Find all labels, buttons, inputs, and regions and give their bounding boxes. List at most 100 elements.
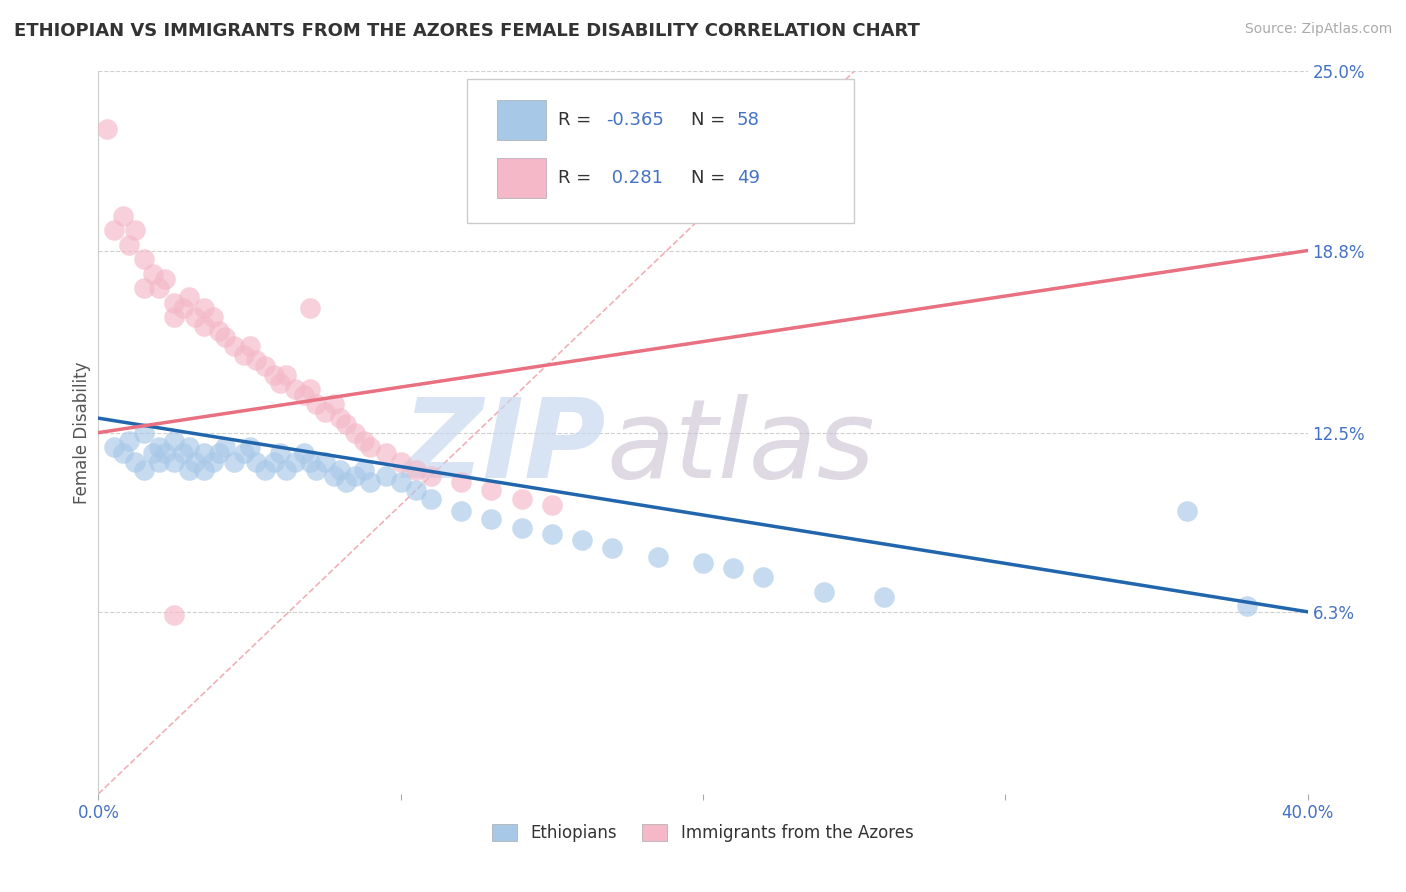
Point [214,440,236,454]
Point [179,463,201,477]
Point [132,281,155,295]
Point [420,469,443,483]
Point [148,440,170,454]
Point [344,469,367,483]
Point [353,434,375,449]
Point [305,463,328,477]
Point [420,492,443,507]
Point [274,463,297,477]
Point [374,469,396,483]
Point [245,353,267,368]
Point [284,454,307,468]
Point [752,570,775,584]
Point [193,301,215,316]
Point [202,454,225,468]
Point [148,281,170,295]
Point [193,463,215,477]
Point [360,475,382,489]
Point [481,512,503,526]
Legend: Ethiopians, Immigrants from the Azores: Ethiopians, Immigrants from the Azores [484,816,922,851]
Point [253,463,276,477]
Text: ETHIOPIAN VS IMMIGRANTS FROM THE AZORES FEMALE DISABILITY CORRELATION CHART: ETHIOPIAN VS IMMIGRANTS FROM THE AZORES … [14,22,920,40]
Point [323,397,346,411]
Point [329,463,352,477]
FancyBboxPatch shape [498,100,546,140]
Point [263,454,285,468]
Point [202,310,225,324]
Point [269,446,291,460]
Text: N =: N = [690,112,731,129]
Point [132,463,155,477]
Text: N =: N = [690,169,731,187]
Text: R =: R = [558,169,598,187]
Point [353,463,375,477]
Point [103,440,125,454]
Point [111,209,134,223]
Point [224,339,246,353]
Point [179,440,201,454]
Text: ZIP: ZIP [402,393,606,500]
Point [163,295,186,310]
Point [193,318,215,333]
Point [153,272,176,286]
Point [1175,503,1198,517]
Point [208,446,231,460]
Point [292,388,315,402]
Point [142,446,165,460]
Point [450,475,472,489]
Point [269,376,291,391]
Point [335,475,357,489]
Point [405,463,427,477]
Point [163,454,186,468]
Point [510,521,533,535]
Point [245,454,267,468]
Point [692,556,714,570]
Text: atlas: atlas [606,393,875,500]
Point [571,533,593,547]
Point [389,454,412,468]
Point [232,348,254,362]
Point [239,440,262,454]
Point [450,503,472,517]
Point [132,252,155,267]
Point [299,301,322,316]
Point [284,382,307,396]
Point [405,483,427,498]
Point [163,434,186,449]
Point [647,549,669,564]
Y-axis label: Female Disability: Female Disability [73,361,91,504]
Point [292,446,315,460]
Point [124,223,146,237]
Text: 58: 58 [737,112,759,129]
Point [335,417,357,431]
Point [124,454,146,468]
Point [153,446,176,460]
Point [274,368,297,382]
Point [118,434,141,449]
Point [481,483,503,498]
Text: Source: ZipAtlas.com: Source: ZipAtlas.com [1244,22,1392,37]
Point [540,498,562,512]
Point [374,446,396,460]
Text: 0.281: 0.281 [606,169,664,187]
Point [239,339,262,353]
Point [323,469,346,483]
Point [103,223,125,237]
Point [214,330,236,344]
Point [172,301,194,316]
Point [111,446,134,460]
Point [389,475,412,489]
Point [299,454,322,468]
Point [329,411,352,425]
Point [1236,599,1258,613]
Point [184,310,207,324]
Point [602,541,624,556]
Point [132,425,155,440]
Text: -0.365: -0.365 [606,112,664,129]
Text: R =: R = [558,112,598,129]
Point [253,359,276,373]
Point [263,368,285,382]
Point [172,446,194,460]
FancyBboxPatch shape [498,158,546,198]
Point [344,425,367,440]
